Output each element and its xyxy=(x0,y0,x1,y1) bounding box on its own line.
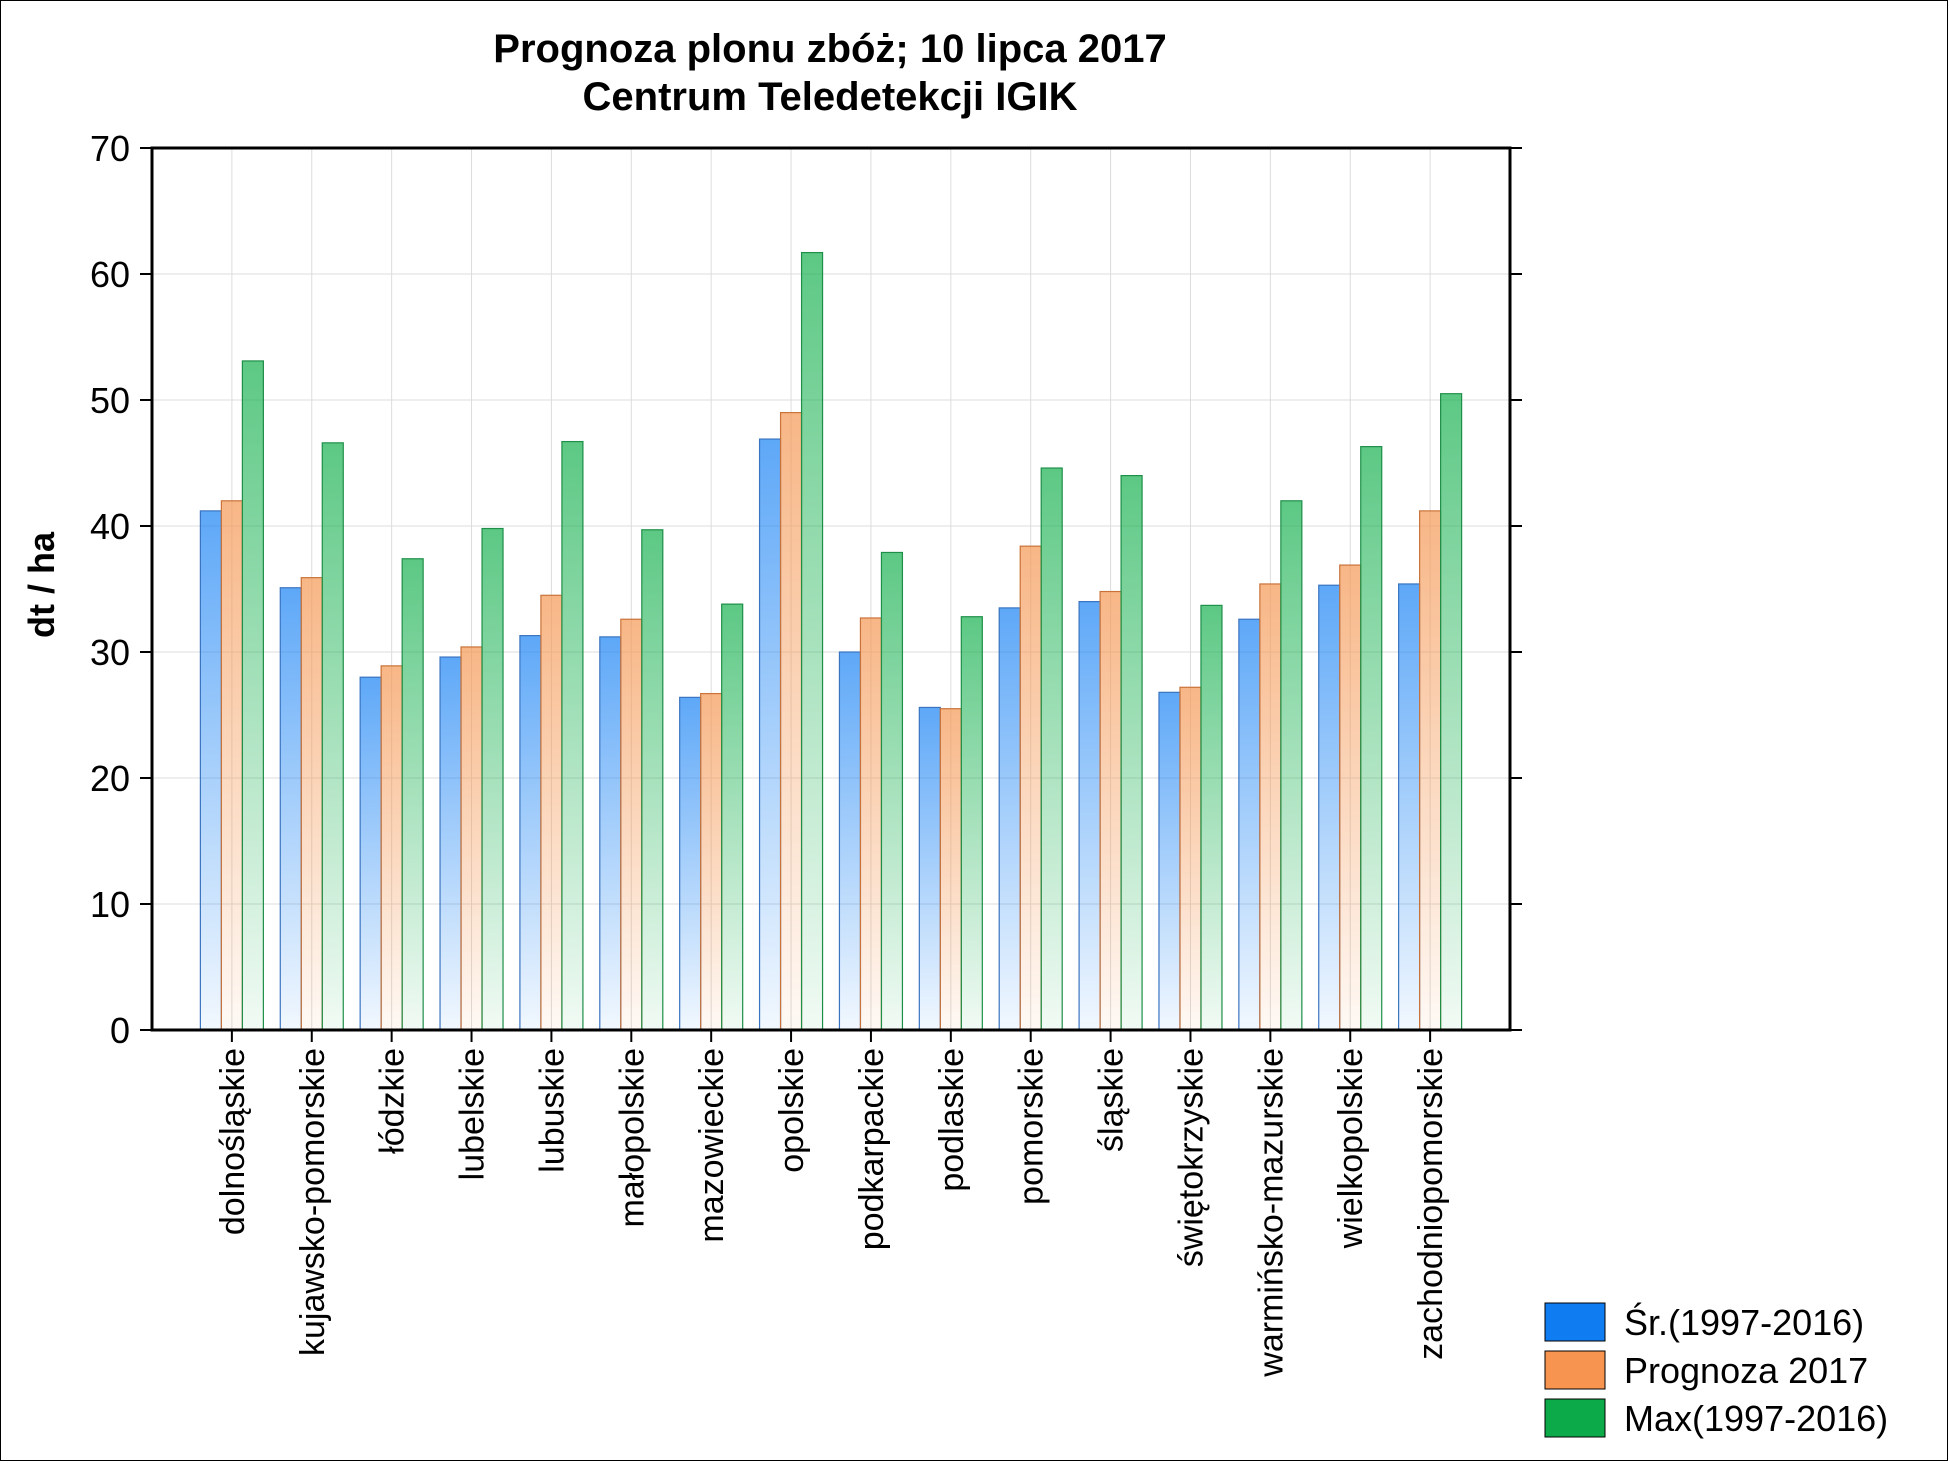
x-tick-label-13: warmińsko-mazurskie xyxy=(1252,1048,1290,1378)
y-tick-label-6: 60 xyxy=(90,254,130,295)
bar-1-1 xyxy=(300,577,323,1031)
x-tick-label-4: lubuskie xyxy=(533,1048,571,1173)
bar-6-1 xyxy=(700,692,723,1031)
y-ticks: 0 10 20 30 40 50 60 70 xyxy=(90,128,1522,1051)
bar-14-1 xyxy=(1339,564,1362,1031)
y-tick-label-4: 40 xyxy=(90,506,130,547)
chart-title-line-2: Centrum Teledetekcji IGIK xyxy=(583,75,1078,119)
x-tick-label-1: kujawsko-pomorskie xyxy=(294,1048,332,1356)
bar-9-0 xyxy=(918,706,941,1031)
legend-swatch-2 xyxy=(1544,1398,1606,1438)
bar-11-2 xyxy=(1120,475,1143,1031)
x-tick-label-3: lubelskie xyxy=(454,1048,492,1180)
bar-2-2 xyxy=(401,558,424,1031)
legend: Śr.(1997-2016) Prognoza 2017 Max(1997-2016… xyxy=(1544,1301,1888,1439)
x-tick-label-8: podkarpackie xyxy=(853,1048,891,1250)
bar-4-0 xyxy=(519,635,542,1031)
bar-11-0 xyxy=(1078,600,1101,1031)
bar-10-0 xyxy=(998,607,1021,1031)
bar-3-1 xyxy=(460,646,483,1031)
legend-label-2: Max(1997-2016) xyxy=(1624,1398,1888,1439)
bar-15-2 xyxy=(1440,393,1463,1031)
x-tick-label-7: opolskie xyxy=(773,1048,811,1173)
bar-15-1 xyxy=(1419,510,1442,1031)
chart-title-line-1: Prognoza plonu zbóż; 10 lipca 2017 xyxy=(493,27,1166,71)
bar-3-0 xyxy=(439,656,462,1031)
bar-14-0 xyxy=(1318,584,1341,1031)
bar-9-2 xyxy=(960,616,983,1031)
bar-5-0 xyxy=(599,636,622,1031)
x-tick-label-11: śląskie xyxy=(1093,1048,1131,1152)
bar-9-1 xyxy=(939,708,962,1031)
bar-8-1 xyxy=(859,617,883,1031)
plot-border xyxy=(150,146,1512,1032)
bar-5-2 xyxy=(641,529,664,1031)
bar-3-2 xyxy=(481,527,504,1031)
x-tick-label-9: podlaskie xyxy=(933,1048,971,1192)
bar-5-1 xyxy=(620,618,643,1031)
bar-12-2 xyxy=(1200,604,1223,1031)
bar-6-0 xyxy=(679,696,702,1031)
bar-8-2 xyxy=(880,551,904,1031)
x-tick-label-15: zachodniopomorskie xyxy=(1412,1048,1450,1360)
bar-12-0 xyxy=(1158,691,1181,1031)
bar-11-1 xyxy=(1099,590,1122,1031)
bar-4-2 xyxy=(561,440,584,1031)
bars xyxy=(199,251,1463,1031)
bar-14-2 xyxy=(1360,446,1383,1031)
x-ticks: dolnośląskie kujawsko-pomorskie łódzkie lub… xyxy=(214,1030,1450,1378)
bar-12-1 xyxy=(1179,686,1202,1031)
legend-label-0: Śr.(1997-2016) xyxy=(1624,1301,1864,1343)
bar-2-0 xyxy=(359,676,382,1031)
bar-6-2 xyxy=(721,603,744,1031)
bar-7-1 xyxy=(779,412,803,1031)
y-tick-label-5: 50 xyxy=(90,380,130,421)
bar-10-1 xyxy=(1019,545,1042,1031)
bar-0-2 xyxy=(241,360,264,1031)
bar-4-1 xyxy=(540,594,563,1031)
x-tick-label-0: dolnośląskie xyxy=(214,1048,252,1235)
bar-7-0 xyxy=(758,438,782,1031)
y-tick-label-7: 70 xyxy=(90,128,130,169)
y-tick-label-0: 0 xyxy=(110,1010,130,1051)
axes xyxy=(150,146,1512,1032)
bar-13-2 xyxy=(1280,500,1303,1031)
y-tick-label-3: 30 xyxy=(90,632,130,673)
bar-7-2 xyxy=(800,251,824,1031)
y-axis-label: dt / ha xyxy=(21,531,62,638)
bar-10-2 xyxy=(1040,467,1063,1031)
grid-lines xyxy=(152,147,1510,1031)
bar-0-0 xyxy=(199,510,222,1031)
y-tick-label-1: 10 xyxy=(90,884,130,925)
x-tick-label-12: świętokrzyskie xyxy=(1172,1048,1210,1267)
bar-1-0 xyxy=(279,587,302,1031)
bar-0-1 xyxy=(220,500,243,1031)
legend-swatch-0 xyxy=(1544,1302,1606,1342)
bar-13-0 xyxy=(1238,618,1261,1031)
legend-label-1: Prognoza 2017 xyxy=(1624,1350,1868,1391)
bar-2-1 xyxy=(380,665,403,1031)
legend-swatch-1 xyxy=(1544,1350,1606,1390)
x-tick-label-2: łódzkie xyxy=(374,1048,412,1154)
bar-1-2 xyxy=(321,442,344,1031)
x-tick-label-6: mazowieckie xyxy=(693,1048,731,1243)
x-tick-label-14: wielkopolskie xyxy=(1332,1048,1370,1249)
x-tick-label-5: małopolskie xyxy=(613,1048,651,1228)
bar-15-0 xyxy=(1398,583,1421,1031)
x-tick-label-10: pomorskie xyxy=(1013,1048,1051,1205)
y-tick-label-2: 20 xyxy=(90,758,130,799)
bar-8-0 xyxy=(838,651,862,1031)
bar-13-1 xyxy=(1259,583,1282,1031)
